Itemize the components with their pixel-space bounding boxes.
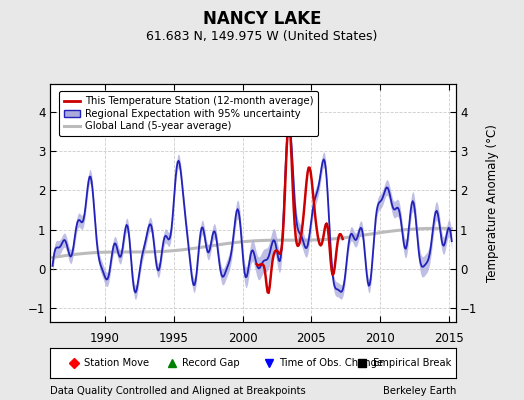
Text: Time of Obs. Change: Time of Obs. Change xyxy=(279,358,384,368)
Text: 2000: 2000 xyxy=(228,332,257,345)
Text: Empirical Break: Empirical Break xyxy=(373,358,451,368)
Text: 2015: 2015 xyxy=(434,332,464,345)
Text: 1995: 1995 xyxy=(159,332,189,345)
Y-axis label: Temperature Anomaly (°C): Temperature Anomaly (°C) xyxy=(486,124,499,282)
Legend: This Temperature Station (12-month average), Regional Expectation with 95% uncer: This Temperature Station (12-month avera… xyxy=(59,91,319,136)
Text: Station Move: Station Move xyxy=(84,358,149,368)
Text: Data Quality Controlled and Aligned at Breakpoints: Data Quality Controlled and Aligned at B… xyxy=(50,386,305,396)
Text: 2005: 2005 xyxy=(297,332,326,345)
Text: NANCY LAKE: NANCY LAKE xyxy=(203,10,321,28)
Text: Berkeley Earth: Berkeley Earth xyxy=(383,386,456,396)
Text: 2010: 2010 xyxy=(365,332,395,345)
Text: 61.683 N, 149.975 W (United States): 61.683 N, 149.975 W (United States) xyxy=(146,30,378,43)
Text: Record Gap: Record Gap xyxy=(182,358,239,368)
Text: 1990: 1990 xyxy=(90,332,120,345)
